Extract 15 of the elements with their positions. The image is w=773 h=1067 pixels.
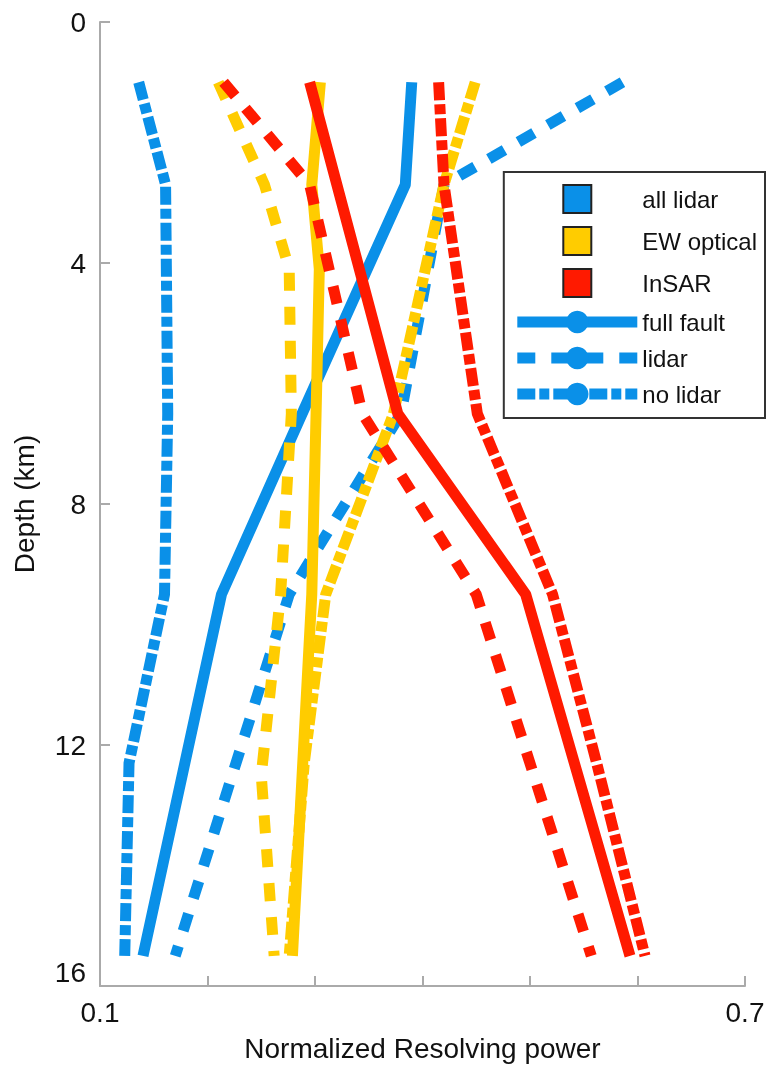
legend-label: all lidar <box>642 185 719 213</box>
y-tick-label: 16 <box>54 956 86 988</box>
y-tick-label: 12 <box>54 729 86 761</box>
legend-label: InSAR <box>642 269 712 297</box>
legend-label: full fault <box>642 308 726 336</box>
y-tick-label: 0 <box>70 6 86 38</box>
x-axis-title: Normalized Resolving power <box>244 1032 601 1064</box>
y-axis-title: Depth (km) <box>8 434 40 574</box>
y-tick-label: 4 <box>70 247 86 279</box>
legend-label: EW optical <box>642 227 757 255</box>
x-tick-label: 0.7 <box>725 996 765 1028</box>
legend-label: lidar <box>642 344 688 372</box>
x-tick-label: 0.1 <box>80 996 120 1028</box>
legend-label: no lidar <box>642 380 722 408</box>
y-tick-label: 8 <box>70 488 86 520</box>
